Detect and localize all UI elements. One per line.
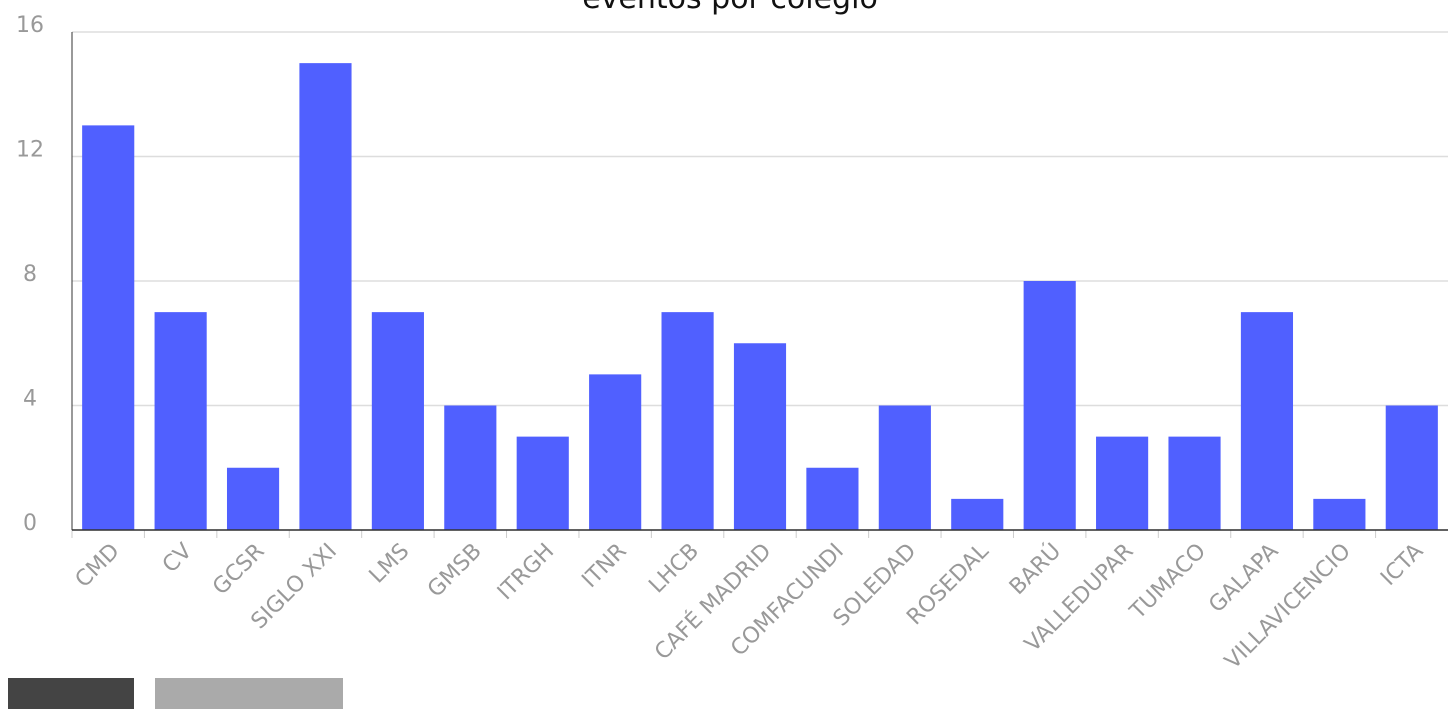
bar (371, 312, 424, 530)
bar (951, 498, 1004, 530)
bar (806, 467, 859, 530)
x-tick-label: VILLAVICENCIO (1220, 539, 1355, 674)
bar (661, 312, 714, 530)
bar (154, 312, 207, 530)
x-tick-label: BARÚ (1004, 538, 1066, 600)
x-tick-label: ITRGH (493, 539, 559, 605)
thumbnail[interactable] (8, 678, 134, 709)
x-tick-label: ICTA (1376, 539, 1428, 591)
bar (444, 405, 497, 530)
x-tick-label: ITNR (577, 539, 631, 593)
x-tick-label: GCSR (208, 539, 269, 600)
y-tick-label: 8 (23, 262, 37, 287)
y-tick-label: 16 (16, 13, 44, 38)
x-tick-label: CMD (71, 539, 125, 593)
x-tick-label: LHCB (644, 539, 704, 599)
thumbnail[interactable] (155, 678, 343, 709)
bar (1240, 312, 1294, 530)
bar (299, 63, 352, 530)
chart-title: eventos por colegio (582, 0, 878, 16)
bar (82, 125, 135, 530)
bar (1168, 436, 1221, 530)
bar (589, 374, 642, 530)
y-tick-label: 0 (23, 511, 37, 536)
bar (226, 467, 280, 530)
bar (516, 436, 569, 530)
bar (1385, 405, 1438, 530)
bar (1023, 281, 1076, 530)
bar (1096, 436, 1149, 530)
x-tick-label: LMS (365, 539, 415, 589)
bar (1313, 498, 1366, 530)
y-tick-label: 12 (16, 138, 44, 163)
bar (878, 405, 931, 530)
x-tick-label: CV (158, 539, 197, 578)
x-tick-label: GMSB (423, 539, 487, 603)
x-tick-label: TUMACO (1125, 539, 1211, 625)
bar (733, 343, 787, 530)
y-tick-label: 4 (23, 387, 37, 412)
